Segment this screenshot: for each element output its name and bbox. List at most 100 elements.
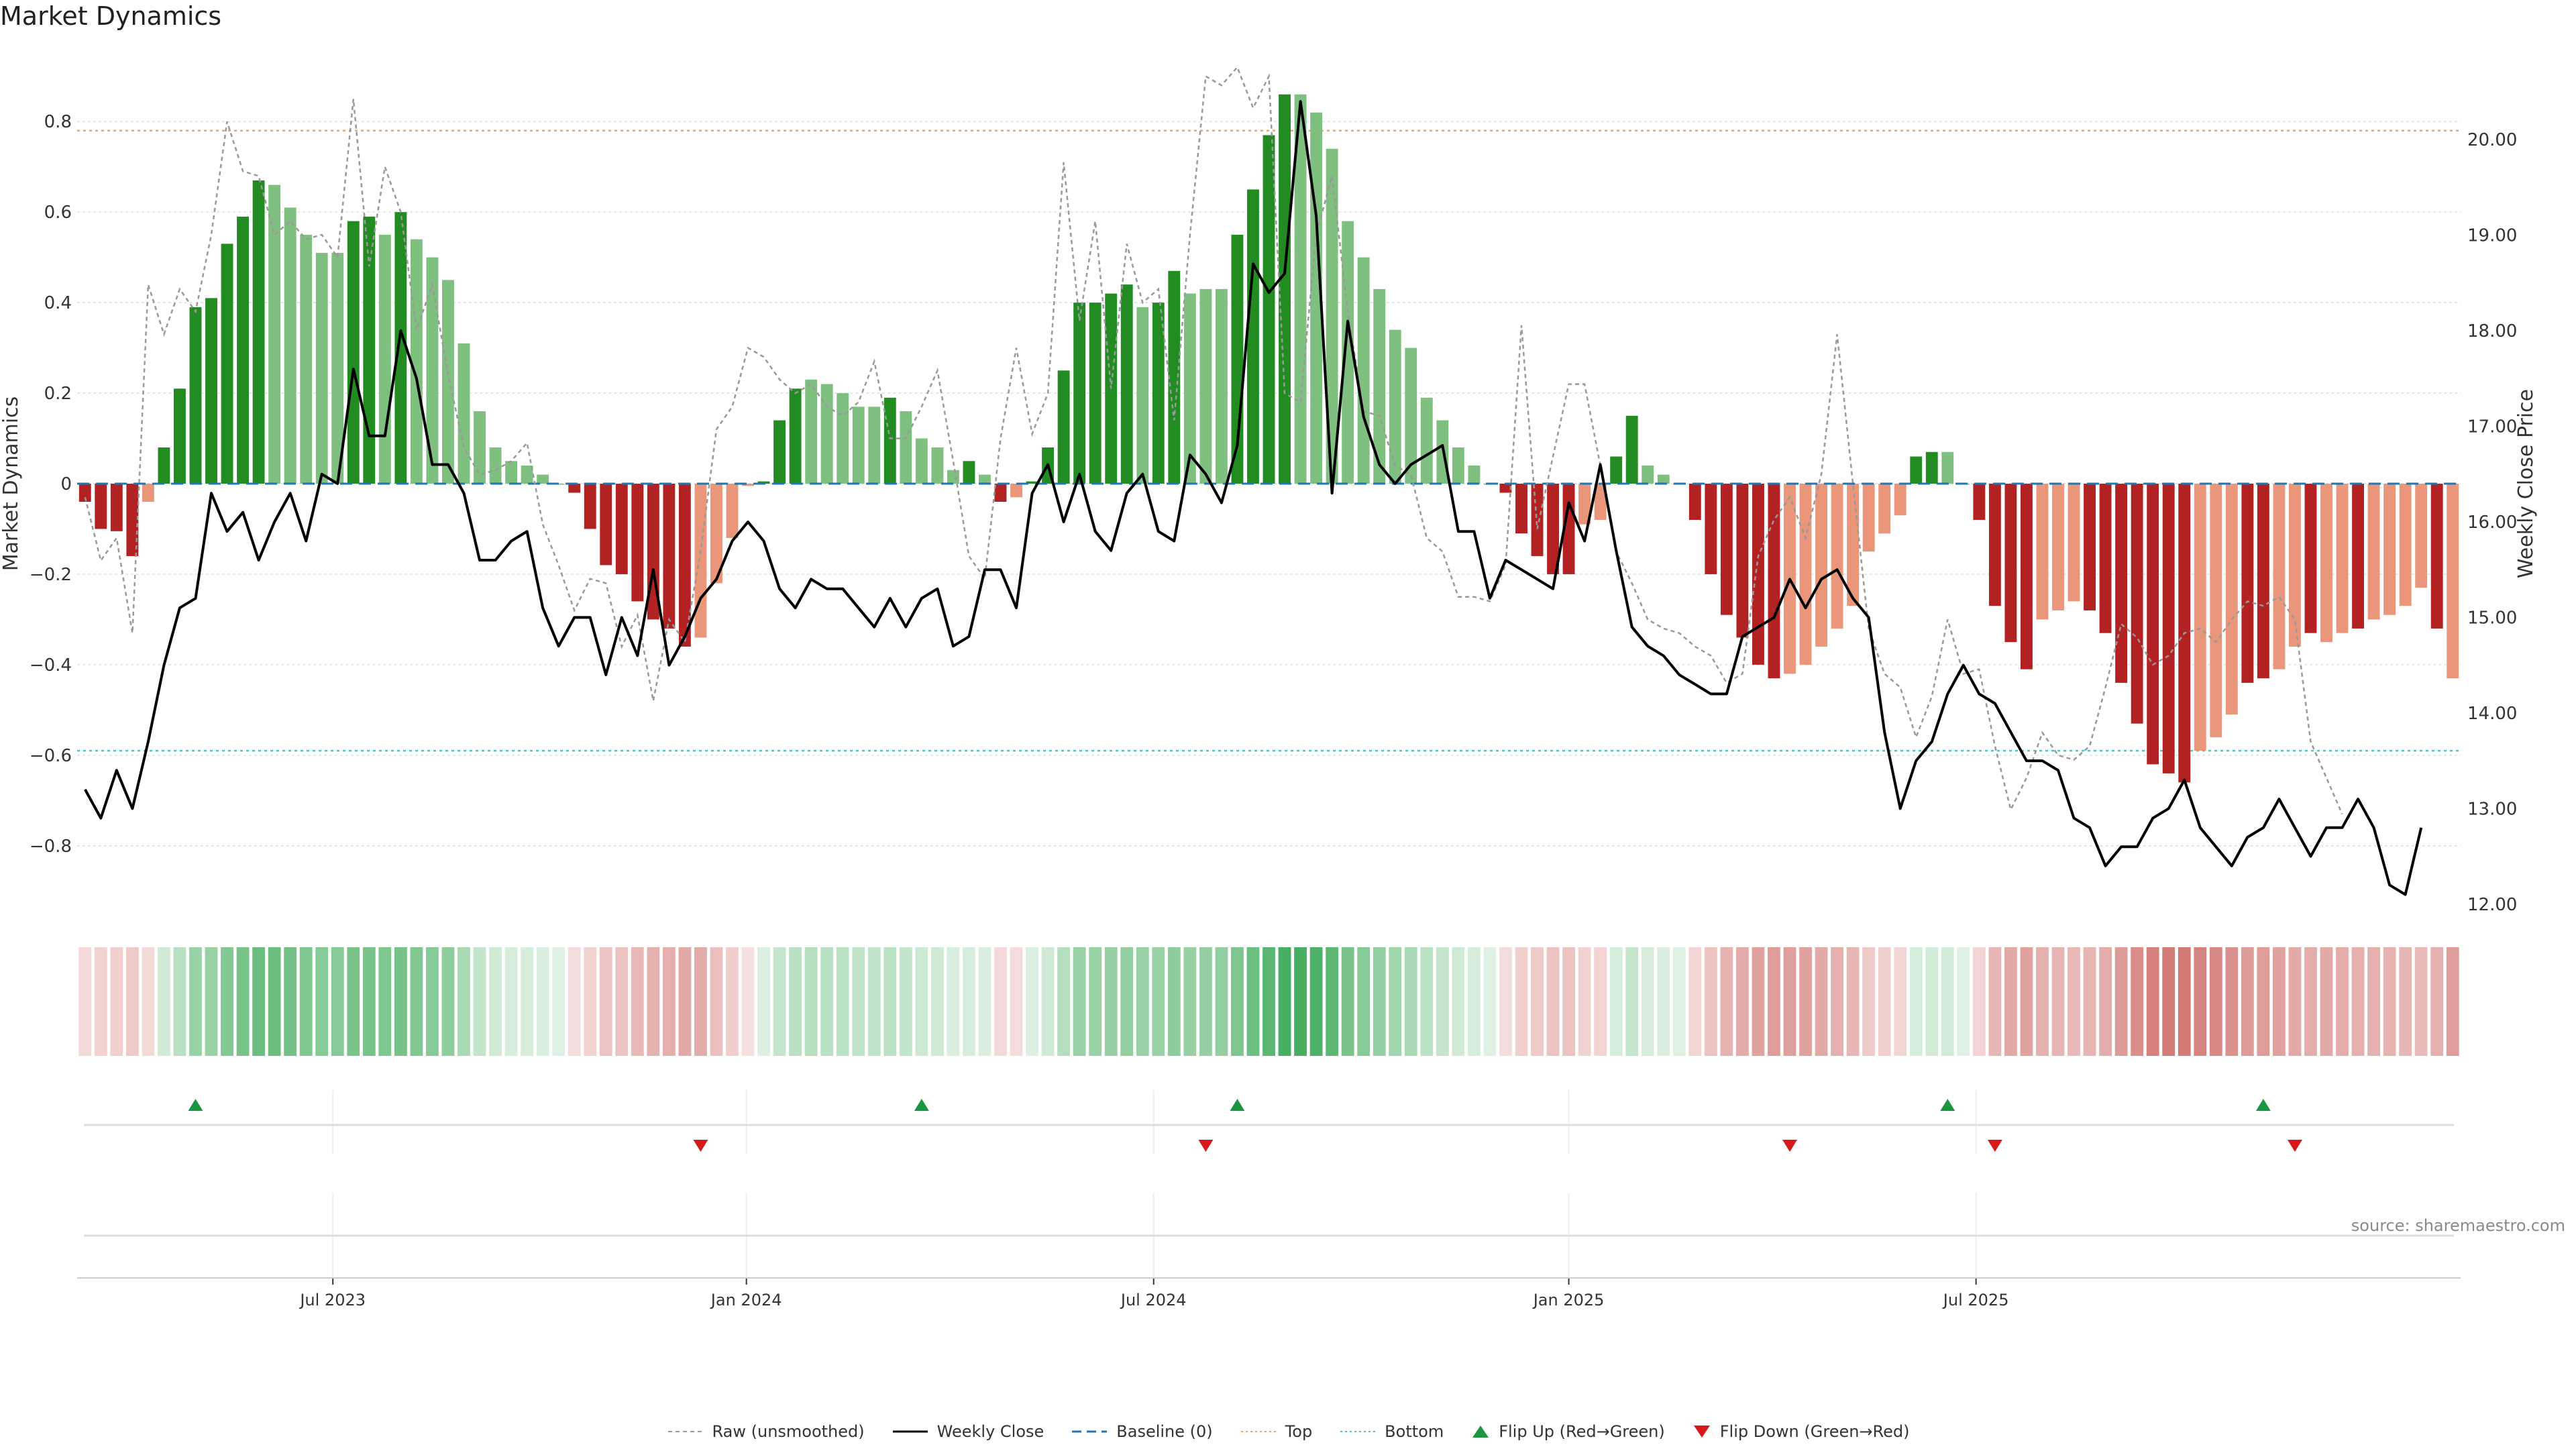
bar bbox=[505, 461, 518, 484]
heat-cell bbox=[268, 947, 281, 1056]
heat-cell bbox=[1878, 947, 1891, 1056]
heat-cell bbox=[1735, 947, 1749, 1056]
y2-tick-label: 18.00 bbox=[2467, 321, 2517, 341]
heat-cell bbox=[221, 947, 233, 1056]
flip-markers bbox=[84, 1090, 2454, 1278]
bar bbox=[1910, 456, 1923, 484]
bar bbox=[1468, 466, 1481, 484]
heat-cell bbox=[252, 947, 266, 1056]
bar bbox=[347, 221, 360, 484]
heat-cell bbox=[1452, 947, 1465, 1056]
bar bbox=[1594, 484, 1607, 520]
bar bbox=[1705, 484, 1717, 574]
bar bbox=[2352, 484, 2364, 629]
bar bbox=[268, 184, 281, 484]
heat-cell bbox=[158, 947, 170, 1056]
heat-cell bbox=[1783, 947, 1796, 1056]
heat-cell bbox=[1294, 947, 1307, 1056]
bar bbox=[837, 393, 849, 484]
bar bbox=[1026, 481, 1038, 484]
heat-cell bbox=[2351, 947, 2365, 1056]
heat-cell bbox=[94, 947, 107, 1056]
heat-cell bbox=[1136, 947, 1149, 1056]
source-label: source: sharemaestro.com bbox=[2351, 1216, 2565, 1235]
bar bbox=[2004, 484, 2017, 643]
bar bbox=[237, 216, 250, 484]
heat-cell bbox=[2194, 947, 2207, 1056]
legend-item-top: Top bbox=[1240, 1422, 1313, 1441]
bar bbox=[1720, 484, 1733, 615]
heat-cell bbox=[284, 947, 297, 1056]
heat-cell bbox=[2083, 947, 2096, 1056]
y-tick-label: 0.4 bbox=[44, 293, 72, 313]
heat-cell bbox=[757, 947, 770, 1056]
bar bbox=[1183, 293, 1196, 484]
flip-down-marker bbox=[1198, 1140, 1214, 1152]
legend-label: Raw (unsmoothed) bbox=[712, 1422, 865, 1441]
bar bbox=[2115, 484, 2128, 683]
heat-cell bbox=[2336, 947, 2349, 1056]
heat-cell bbox=[2004, 947, 2017, 1056]
heat-cell bbox=[1752, 947, 1765, 1056]
y2-tick-label: 20.00 bbox=[2467, 130, 2517, 150]
bar bbox=[1120, 284, 1133, 484]
bar bbox=[947, 470, 959, 484]
heat-cell bbox=[1467, 947, 1481, 1056]
flip-down-marker bbox=[1782, 1140, 1797, 1152]
heat-cell bbox=[710, 947, 723, 1056]
legend-label: Top bbox=[1285, 1422, 1313, 1441]
flip-up-marker bbox=[188, 1099, 203, 1111]
heat-cell bbox=[1199, 947, 1212, 1056]
flip-up-marker bbox=[1230, 1099, 1245, 1111]
axes-layer: −0.8 −0.6 −0.4 −0.2 0 0.2 0.4 0.6 0.8 12.00 13.00 1… bbox=[0, 112, 2538, 915]
heat-cell bbox=[1546, 947, 1560, 1056]
heat-cell bbox=[1515, 947, 1528, 1056]
bar bbox=[426, 257, 439, 484]
bar bbox=[979, 474, 991, 484]
legend-label: Flip Up (Red→Green) bbox=[1499, 1422, 1665, 1441]
bar bbox=[1625, 415, 1638, 484]
heat-cell bbox=[1815, 947, 1828, 1056]
flip-up-marker bbox=[914, 1099, 929, 1111]
bar bbox=[252, 180, 265, 484]
bar bbox=[900, 411, 912, 484]
heat-cell bbox=[1578, 947, 1591, 1056]
heat-cell bbox=[315, 947, 329, 1056]
heat-cell bbox=[536, 947, 549, 1056]
y2-tick-label: 13.00 bbox=[2467, 799, 2517, 819]
bar bbox=[2147, 484, 2159, 765]
heat-cell bbox=[473, 947, 486, 1056]
heat-cell bbox=[2020, 947, 2033, 1056]
heat-cell bbox=[1625, 947, 1639, 1056]
heat-cell bbox=[458, 947, 470, 1056]
heat-cell bbox=[1846, 947, 1860, 1056]
legend-label: Weekly Close bbox=[936, 1422, 1044, 1441]
heat-cell bbox=[2383, 947, 2396, 1056]
bar bbox=[1247, 189, 1259, 484]
bar bbox=[315, 252, 328, 484]
flip-down-marker bbox=[1987, 1140, 2002, 1152]
bar bbox=[2052, 484, 2064, 610]
heat-cell bbox=[426, 947, 439, 1056]
heat-cell bbox=[1057, 947, 1071, 1056]
heat-cell bbox=[1263, 947, 1275, 1056]
heat-cell bbox=[2131, 947, 2144, 1056]
bar bbox=[1279, 94, 1291, 484]
bar bbox=[600, 484, 612, 566]
heat-cell bbox=[2099, 947, 2112, 1056]
bar bbox=[2336, 484, 2349, 633]
heat-cell bbox=[299, 947, 313, 1056]
bar bbox=[2020, 484, 2033, 669]
y2-tick-label: 12.00 bbox=[2467, 895, 2517, 915]
bar bbox=[1547, 484, 1559, 574]
heat-cell bbox=[1657, 947, 1670, 1056]
heat-cell bbox=[1972, 947, 1986, 1056]
bar bbox=[363, 216, 376, 484]
heat-cell bbox=[2430, 947, 2444, 1056]
bar bbox=[1973, 484, 1986, 520]
bar bbox=[1752, 484, 1764, 665]
bar bbox=[1862, 484, 1875, 552]
heat-cell bbox=[2367, 947, 2380, 1056]
bar bbox=[110, 484, 123, 531]
